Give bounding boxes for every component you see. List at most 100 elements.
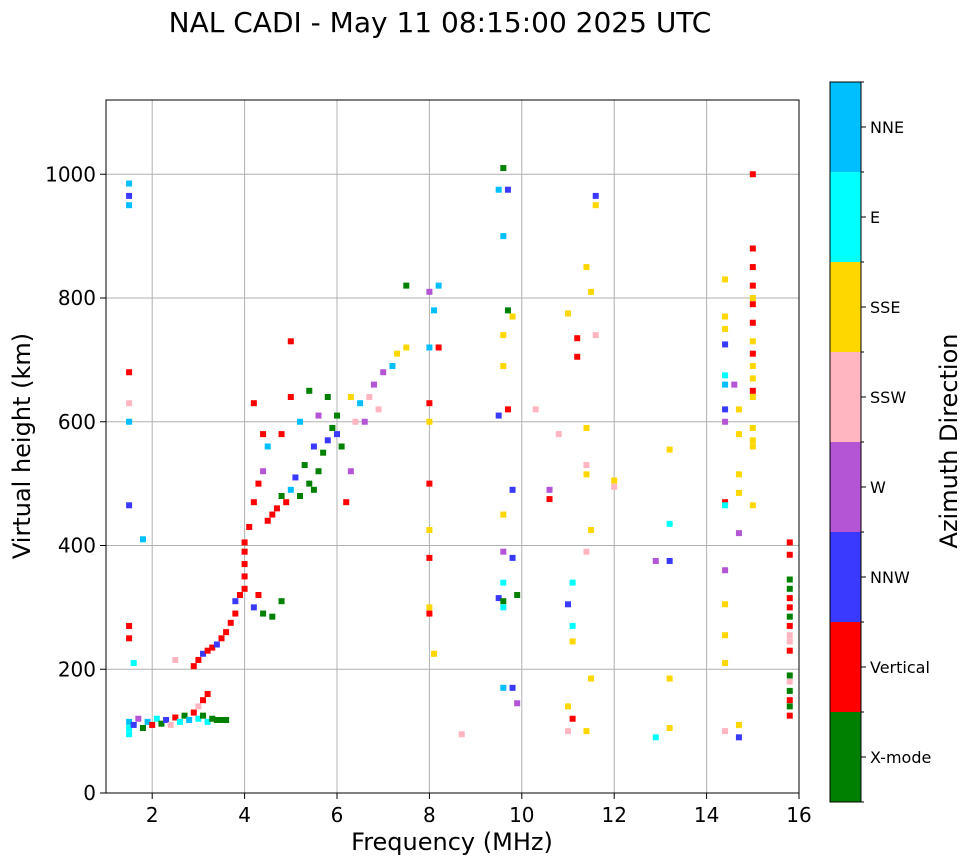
colorbar-swatch bbox=[830, 442, 861, 532]
echo-point bbox=[426, 344, 433, 351]
echo-point bbox=[786, 551, 793, 558]
echo-point bbox=[722, 325, 729, 332]
echo-point bbox=[722, 502, 729, 509]
x-tick-label: 10 bbox=[509, 803, 534, 827]
echo-point bbox=[565, 703, 571, 710]
echo-point bbox=[167, 721, 174, 728]
echo-point bbox=[592, 192, 599, 199]
echo-point bbox=[352, 418, 359, 425]
echo-point bbox=[722, 728, 729, 735]
echo-point bbox=[722, 406, 729, 413]
echo-point bbox=[269, 613, 276, 620]
echo-point bbox=[749, 387, 756, 394]
echo-point bbox=[749, 301, 756, 308]
echo-point bbox=[209, 715, 216, 722]
echo-point bbox=[236, 592, 243, 598]
echo-point bbox=[574, 335, 581, 342]
colorbar: X-mode Vertical NNW W SSW SSE E NNE bbox=[829, 81, 931, 803]
echo-point bbox=[786, 595, 793, 602]
echo-point bbox=[343, 499, 350, 506]
echo-point bbox=[786, 672, 793, 679]
y-tick-label: 800 bbox=[58, 286, 96, 310]
echo-point bbox=[287, 486, 294, 493]
echo-point bbox=[735, 471, 742, 478]
echo-point bbox=[569, 622, 576, 629]
echo-point bbox=[297, 493, 304, 499]
echo-point bbox=[731, 381, 738, 388]
echo-point bbox=[749, 437, 756, 444]
echo-point bbox=[500, 548, 507, 555]
x-tick-label: 8 bbox=[423, 803, 436, 827]
echo-point bbox=[380, 369, 387, 376]
echo-point bbox=[749, 295, 756, 301]
echo-point bbox=[500, 233, 507, 240]
colorbar-swatch bbox=[830, 262, 861, 352]
echo-point bbox=[306, 387, 313, 394]
echo-point bbox=[426, 400, 433, 407]
echo-point bbox=[435, 344, 442, 351]
echo-point bbox=[722, 313, 729, 320]
echo-point bbox=[749, 282, 756, 289]
echo-point bbox=[181, 712, 188, 719]
echo-point bbox=[301, 462, 308, 469]
echo-point bbox=[250, 400, 257, 407]
echo-point bbox=[722, 660, 729, 667]
echo-point bbox=[749, 245, 756, 252]
echo-point bbox=[514, 700, 521, 707]
colorbar-swatch bbox=[830, 712, 861, 802]
echo-point bbox=[200, 697, 207, 704]
echo-point bbox=[532, 406, 539, 413]
echo-point bbox=[652, 734, 659, 741]
echo-point bbox=[366, 394, 373, 400]
echo-point bbox=[389, 363, 396, 370]
colorbar-label: NNE bbox=[870, 118, 904, 137]
echo-point bbox=[426, 480, 433, 487]
echo-point bbox=[583, 728, 590, 735]
echo-point bbox=[126, 502, 133, 509]
echo-point bbox=[241, 539, 248, 546]
y-axis-title: Virtual height (km) bbox=[8, 333, 36, 559]
echo-point bbox=[555, 431, 562, 438]
echo-point bbox=[509, 554, 516, 561]
echo-point bbox=[297, 418, 304, 425]
colorbar-swatch bbox=[830, 82, 861, 172]
colorbar-label: SSE bbox=[870, 298, 900, 317]
echo-point bbox=[260, 468, 267, 475]
colorbar-swatch bbox=[830, 352, 861, 442]
echo-point bbox=[195, 656, 202, 663]
echo-point bbox=[264, 517, 271, 524]
echo-point bbox=[200, 650, 207, 657]
echo-point bbox=[260, 431, 267, 438]
echo-point bbox=[246, 523, 253, 530]
echo-point bbox=[426, 288, 433, 295]
echo-point bbox=[722, 341, 729, 348]
echo-point bbox=[306, 480, 313, 487]
echo-point bbox=[158, 720, 165, 727]
echo-point bbox=[176, 718, 183, 725]
echo-point bbox=[722, 632, 729, 639]
echo-point bbox=[722, 381, 729, 388]
x-axis-title: Frequency (MHz) bbox=[351, 828, 553, 856]
echo-point bbox=[495, 595, 502, 602]
echo-point bbox=[403, 344, 410, 351]
echo-point bbox=[504, 186, 511, 193]
echo-point bbox=[786, 687, 793, 694]
echo-point bbox=[139, 536, 146, 543]
echo-point bbox=[735, 734, 742, 741]
echo-point bbox=[126, 725, 133, 732]
x-tick-label: 2 bbox=[146, 803, 159, 827]
y-tick-label: 1000 bbox=[45, 162, 96, 186]
echo-point bbox=[786, 539, 793, 546]
echo-point bbox=[126, 369, 133, 376]
echo-point bbox=[509, 684, 516, 691]
echo-point bbox=[227, 619, 234, 626]
y-tick-label: 200 bbox=[58, 657, 96, 681]
echo-point bbox=[569, 715, 576, 722]
echo-point bbox=[652, 557, 659, 564]
echo-point bbox=[786, 712, 793, 719]
echo-point bbox=[232, 610, 239, 617]
echo-point bbox=[592, 202, 599, 209]
echo-point bbox=[666, 446, 673, 453]
x-tick-label: 6 bbox=[331, 803, 344, 827]
x-tick-label: 16 bbox=[786, 803, 811, 827]
